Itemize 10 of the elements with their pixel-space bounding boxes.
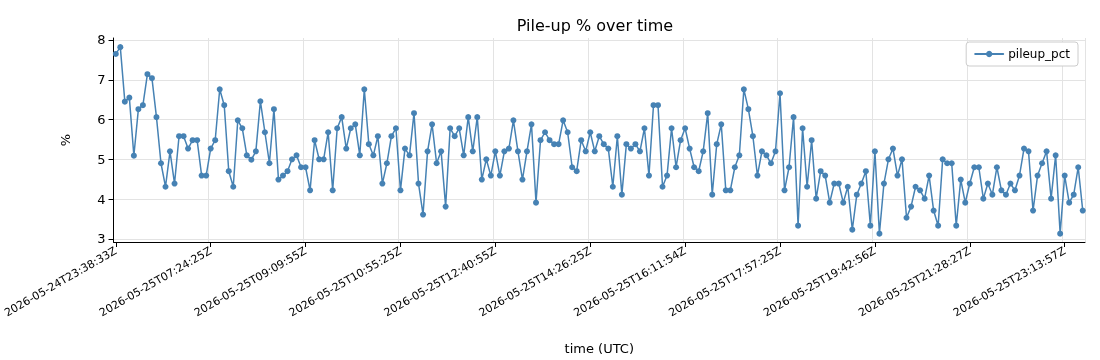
y-axis-title: %	[57, 133, 73, 147]
x-axis-title: time (UTC)	[564, 341, 634, 356]
y-tick-label: 6	[97, 112, 106, 128]
legend-label: pileup_pct	[1008, 47, 1071, 61]
y-tick-label: 4	[97, 191, 106, 207]
y-tick-label: 8	[97, 32, 106, 48]
y-tick-label: 7	[97, 72, 106, 88]
chart-title: Pile-up % over time	[516, 15, 674, 35]
y-tick-label: 3	[97, 231, 106, 247]
y-tick-label: 5	[97, 151, 106, 167]
